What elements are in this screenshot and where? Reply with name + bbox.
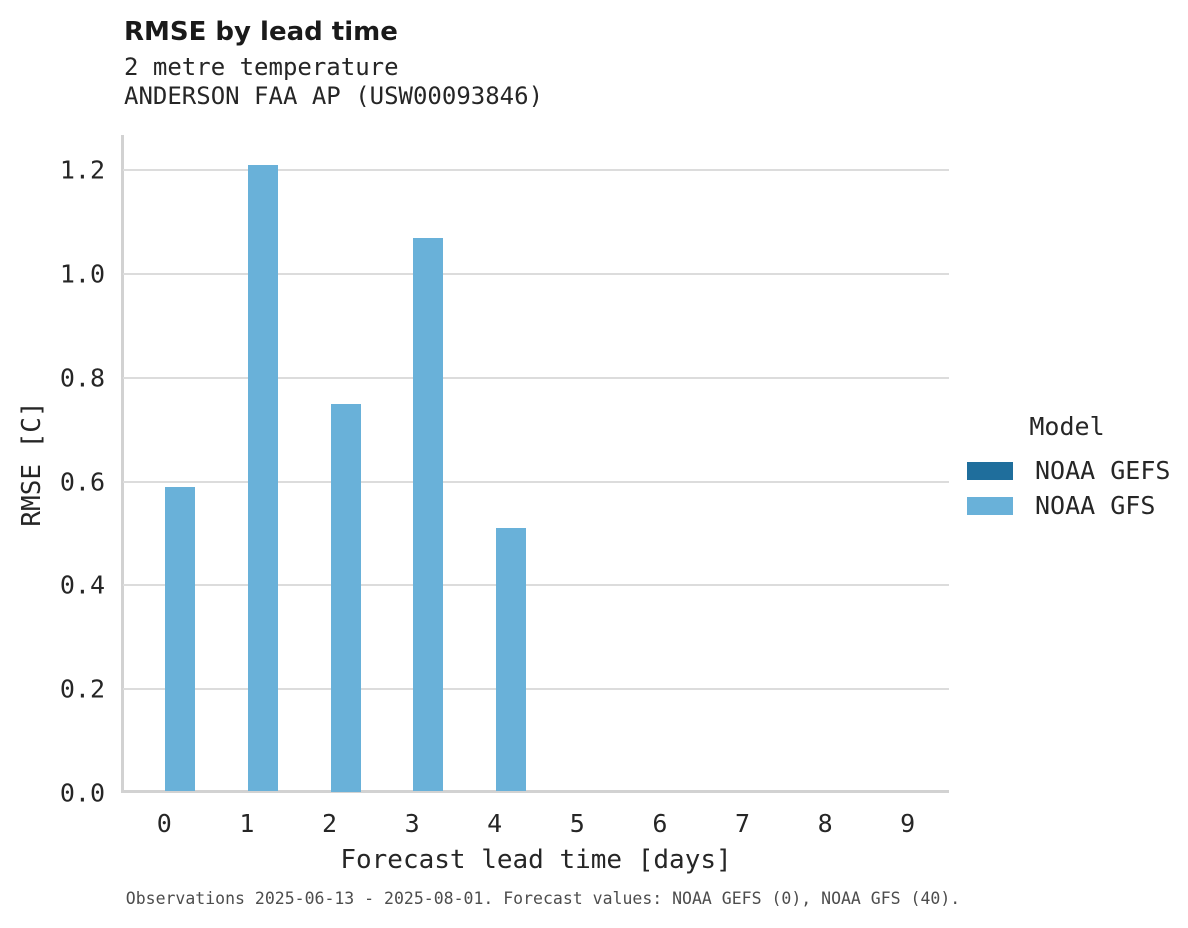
bar-noaa-gfs-day-4 (495, 528, 526, 792)
chart-caption: Observations 2025-06-13 - 2025-08-01. Fo… (125, 889, 961, 908)
legend-items: NOAA GEFS NOAA GFS (967, 453, 1177, 523)
legend-label: NOAA GFS (1035, 491, 1156, 520)
gridline (123, 688, 949, 691)
legend-label: NOAA GEFS (1035, 456, 1171, 485)
x-tick-label: 7 (734, 809, 751, 838)
y-tick-label: 0.2 (59, 674, 105, 704)
chart-title: RMSE by lead time (124, 17, 398, 47)
chart-subtitle-station: ANDERSON FAA AP (USW00093846) (124, 82, 544, 110)
y-tick-label: 1.2 (59, 155, 105, 185)
x-tick-label: 9 (900, 809, 916, 838)
y-tick-label: 1.0 (59, 259, 105, 289)
chart-subtitle-variable: 2 metre temperature (124, 53, 399, 81)
gridline (123, 584, 949, 587)
bar-noaa-gfs-day-3 (413, 237, 444, 792)
x-tick-label: 0 (156, 809, 172, 838)
bar-noaa-gfs-day-0 (165, 486, 196, 792)
gridline (123, 273, 949, 275)
legend-swatch-icon (967, 496, 1013, 515)
x-tick-label: 5 (569, 809, 585, 838)
legend-swatch-icon (967, 461, 1013, 480)
legend-item-noaa-gfs: NOAA GFS (967, 488, 1177, 523)
x-tick-label: 8 (817, 809, 833, 838)
legend: Model NOAA GEFS NOAA GFS (967, 412, 1177, 523)
legend-title: Model (1029, 412, 1105, 441)
x-tick-label: 1 (239, 809, 255, 838)
x-tick-label: 2 (321, 809, 338, 838)
y-tick-label: 0.0 (59, 778, 105, 808)
gridline (123, 376, 949, 379)
bar-noaa-gfs-day-1 (247, 165, 278, 792)
x-tick-label: 6 (652, 809, 668, 838)
gridline (123, 169, 949, 172)
x-axis-label: Forecast lead time [days] (340, 845, 732, 875)
x-tick-label: 3 (404, 809, 420, 838)
y-tick-label: 0.8 (59, 363, 105, 393)
y-tick-label: 0.6 (59, 467, 105, 497)
x-tick-label: 4 (487, 809, 503, 838)
y-axis-label: RMSE [C] (17, 401, 47, 527)
y-tick-label: 0.4 (59, 570, 105, 600)
bar-noaa-gfs-day-2 (330, 403, 361, 792)
legend-item-noaa-gefs: NOAA GEFS (967, 453, 1177, 488)
gridline (123, 480, 949, 483)
plot-area (121, 135, 949, 793)
